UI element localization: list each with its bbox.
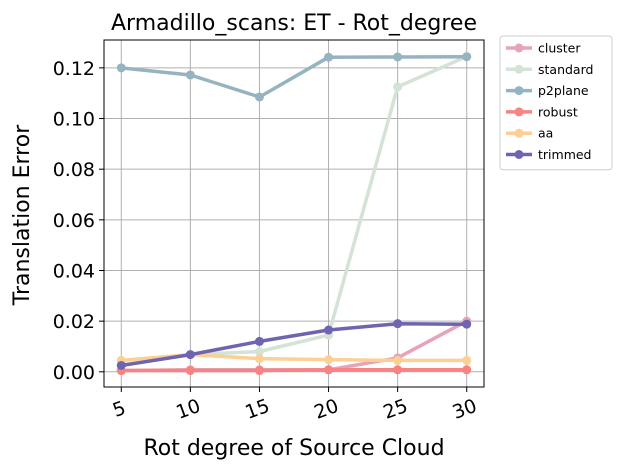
aa-point — [324, 355, 334, 365]
trimmed-point — [324, 325, 334, 335]
y-tick-label: 0.00 — [53, 362, 95, 384]
y-tick-label: 0.06 — [53, 210, 95, 232]
x-tick-label: 30 — [450, 395, 480, 424]
legend-label: p2plane — [538, 83, 589, 98]
series-p2plane — [116, 52, 472, 102]
legend-swatch-marker — [514, 43, 524, 53]
p2plane-point — [185, 70, 195, 80]
legend-item-robust: robust — [506, 104, 578, 119]
y-tick-label: 0.04 — [53, 260, 95, 282]
robust-point — [185, 366, 195, 376]
trimmed-point — [185, 350, 195, 360]
trimmed-point — [254, 336, 264, 346]
legend-swatch-marker — [514, 150, 524, 159]
legend-swatch-marker — [514, 107, 524, 117]
legend-item-aa: aa — [506, 126, 553, 141]
trimmed-line — [121, 321, 467, 368]
p2plane-point — [462, 52, 472, 62]
trimmed-point — [393, 319, 403, 329]
legend-item-trimmed: trimmed — [506, 147, 592, 162]
robust-point — [324, 365, 334, 375]
x-tick-label: 20 — [311, 395, 341, 424]
x-tick-label: 5 — [110, 397, 129, 422]
trimmed-point — [116, 360, 126, 370]
legend-swatch-marker — [514, 128, 524, 138]
aa-point — [462, 355, 472, 365]
series-robust — [116, 365, 472, 376]
y-tick-label: 0.10 — [53, 109, 95, 131]
legend-item-cluster: cluster — [506, 41, 581, 56]
robust-point — [393, 365, 403, 375]
y-tick-label: 0.08 — [53, 159, 95, 181]
p2plane-point — [393, 52, 403, 62]
standard-point — [254, 347, 264, 357]
legend-label: cluster — [538, 41, 581, 56]
axis-ticks: 5 10 15 20 25 30 0.00 0.02 0.04 0.06 0.08 0.10 0.12 — [53, 58, 480, 424]
legend-item-p2plane: p2plane — [506, 83, 589, 98]
x-tick-label: 25 — [380, 395, 410, 424]
trimmed-point — [462, 319, 472, 329]
y-axis-label: Translation Error — [10, 124, 35, 306]
y-tick-label: 0.02 — [53, 311, 95, 333]
p2plane-point — [324, 52, 334, 62]
x-tick-label: 15 — [242, 395, 272, 424]
x-tick-label: 10 — [173, 395, 203, 424]
legend-label: standard — [538, 62, 593, 77]
legend-swatch-marker — [514, 64, 524, 74]
series-lines — [116, 51, 472, 376]
robust-point — [254, 366, 264, 376]
chart-title: Armadillo_scans: ET - Rot_degree — [111, 11, 477, 36]
legend: cluster standard p2plane robust aa trimmed — [499, 35, 613, 171]
legend-label: robust — [538, 104, 578, 119]
robust-line — [121, 368, 467, 373]
legend-swatch-marker — [514, 86, 524, 96]
p2plane-point — [254, 92, 264, 102]
p2plane-point — [116, 63, 126, 73]
aa-point — [254, 354, 264, 364]
x-axis-label: Rot degree of Source Cloud — [143, 436, 444, 461]
aa-point — [393, 355, 403, 365]
standard-line — [121, 54, 468, 367]
standard-point — [393, 82, 403, 92]
y-tick-label: 0.12 — [53, 58, 95, 80]
robust-point — [462, 365, 472, 375]
legend-label: trimmed — [538, 147, 592, 162]
plot-frame — [103, 39, 485, 388]
series-trimmed — [116, 319, 472, 370]
p2plane-line — [121, 54, 467, 99]
legend-label: aa — [538, 126, 553, 141]
legend-item-standard: standard — [506, 62, 593, 77]
cluster-line — [121, 319, 468, 373]
